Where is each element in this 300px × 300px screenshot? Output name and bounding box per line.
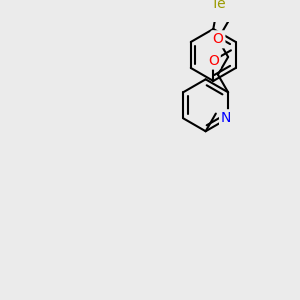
Text: O: O: [212, 32, 224, 46]
Text: O: O: [208, 53, 219, 68]
Text: Te: Te: [211, 0, 225, 11]
Text: N: N: [221, 111, 232, 125]
